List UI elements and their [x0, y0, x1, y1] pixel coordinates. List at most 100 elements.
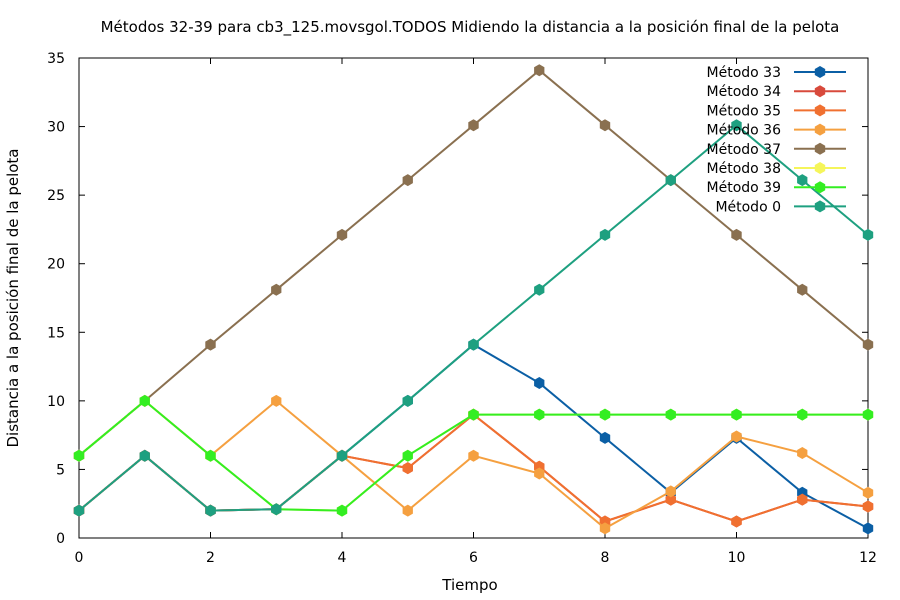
data-point [336, 228, 348, 241]
legend-label: Método 35 [707, 103, 781, 119]
y-tick-label: 20 [47, 257, 65, 273]
data-point [468, 408, 479, 421]
data-point [271, 394, 282, 407]
legend-label: Método 39 [707, 180, 781, 196]
legend-entry: Método 36 [707, 123, 846, 139]
series-8 [73, 119, 874, 517]
y-tick-label: 0 [56, 531, 65, 547]
legend-swatch-marker [814, 200, 826, 213]
data-point [271, 503, 282, 516]
legend-label: Método 33 [707, 65, 781, 81]
legend-label: Método 34 [707, 84, 782, 100]
data-point [599, 408, 611, 421]
x-axis-label: Tiempo [441, 576, 497, 594]
legend-entry: Método 35 [707, 103, 846, 119]
legend-label: Método 36 [707, 123, 782, 139]
legend-entry: Método 0 [715, 199, 846, 215]
data-point [731, 515, 742, 528]
data-point [73, 449, 85, 462]
data-point [797, 447, 808, 459]
data-point [534, 408, 545, 421]
series-7 [73, 394, 874, 517]
data-point [402, 174, 413, 187]
data-point [862, 408, 874, 421]
legend-swatch-marker [814, 123, 826, 136]
data-point [534, 467, 545, 480]
data-point [599, 119, 611, 132]
data-point [205, 504, 216, 517]
y-tick-label: 30 [47, 120, 65, 136]
legend-entry: Método 34 [707, 84, 846, 100]
data-point [599, 228, 611, 241]
x-tick-label: 10 [728, 550, 746, 566]
data-point [862, 338, 874, 351]
data-point [73, 504, 85, 517]
y-tick-label: 15 [47, 325, 65, 341]
data-point [731, 430, 742, 443]
series-layer [73, 64, 874, 535]
data-point [468, 119, 479, 132]
data-point [665, 174, 676, 187]
data-point [336, 504, 348, 517]
data-point [665, 408, 676, 421]
data-point [271, 283, 282, 296]
data-point [402, 504, 413, 517]
legend-swatch-marker [814, 66, 826, 78]
data-point [731, 228, 742, 241]
legend-entry: Método 33 [707, 65, 846, 81]
y-tick-label: 5 [56, 462, 65, 478]
data-point [862, 500, 874, 513]
data-point [665, 485, 676, 498]
data-point [797, 174, 808, 187]
data-point [139, 449, 150, 462]
data-point [402, 449, 413, 462]
legend: Método 33 Método 34 Método 35 Método 36 Méto… [707, 65, 846, 215]
data-point [797, 283, 808, 296]
chart-title: Métodos 32-39 para cb3_125.movsgol.TODOS… [101, 18, 840, 37]
y-tick-label: 35 [47, 51, 65, 67]
legend-swatch-marker [814, 181, 826, 194]
legend-entry: Método 39 [707, 180, 846, 196]
x-tick-label: 12 [859, 550, 877, 566]
series-1 [73, 338, 874, 535]
x-tick-label: 4 [338, 550, 347, 566]
legend-label: Método 38 [707, 161, 781, 177]
legend-entry: Método 38 [707, 161, 846, 177]
data-point [599, 522, 611, 535]
data-point [468, 338, 479, 351]
data-point [862, 228, 874, 241]
x-axis: 0 2 4 6 8 10 12 [75, 58, 877, 566]
data-point [336, 449, 348, 462]
data-point [599, 431, 611, 444]
x-tick-label: 6 [469, 550, 478, 566]
data-point [534, 283, 545, 296]
legend-label: Método 37 [707, 142, 781, 158]
data-point [534, 377, 545, 389]
data-point [139, 394, 150, 407]
x-tick-label: 8 [601, 550, 610, 566]
series-2 [73, 408, 874, 528]
data-point [731, 119, 742, 132]
series-3 [73, 408, 874, 528]
data-point [205, 449, 216, 462]
x-tick-label: 2 [206, 550, 215, 566]
data-point [402, 462, 413, 475]
data-point [731, 408, 742, 421]
legend-entry: Método 37 [707, 142, 846, 158]
legend-label: Método 0 [715, 199, 781, 215]
series-line [78, 413, 869, 523]
data-point [665, 493, 676, 506]
data-point [205, 338, 216, 351]
data-point [862, 522, 874, 535]
data-point [468, 449, 479, 462]
x-tick-label: 0 [75, 550, 84, 566]
y-tick-label: 25 [47, 188, 65, 204]
data-point [797, 408, 808, 421]
data-point [797, 493, 808, 506]
y-axis-label: Distancia a la posición final de la pelo… [4, 148, 22, 447]
data-point [534, 64, 545, 77]
legend-swatch-marker [814, 162, 826, 174]
legend-swatch-marker [814, 142, 826, 155]
y-tick-label: 10 [47, 394, 65, 410]
